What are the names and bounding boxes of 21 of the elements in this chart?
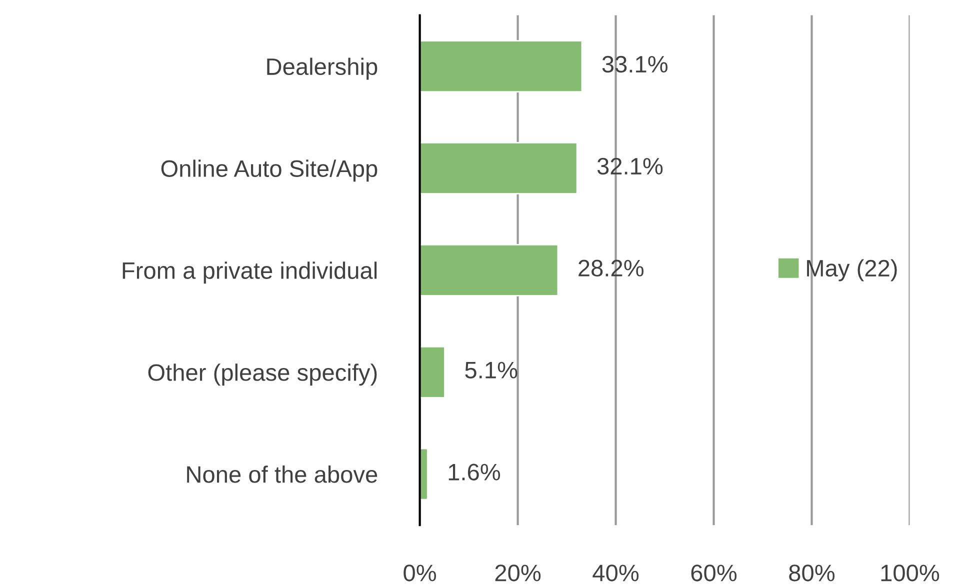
y-tick-label: Other (please specify) [148,364,377,386]
data-label: 32.1% [597,158,663,175]
y-tick-label: Dealership [267,58,378,80]
data-label: 28.2% [578,260,644,277]
data-label: 5.1% [465,362,518,378]
data-label: 1.6% [448,464,500,480]
y-tick-label: From a private individual [122,262,377,284]
bar [420,244,559,296]
x-tick-label: 0% [404,564,436,582]
bar [420,142,578,194]
y-tick-label: None of the above [187,466,378,483]
bar [420,346,446,398]
x-tick-label: 80% [789,564,835,582]
x-tick-label: 60% [691,564,737,582]
legend-label: May (22) [807,259,897,282]
x-tick-label: 40% [592,564,639,582]
data-label: 33.1% [602,56,668,73]
x-tick-label: 20% [495,564,541,582]
y-tick-label: Online Auto Site/App [161,160,378,182]
x-tick-label: 100% [881,564,940,582]
bar [420,40,583,92]
